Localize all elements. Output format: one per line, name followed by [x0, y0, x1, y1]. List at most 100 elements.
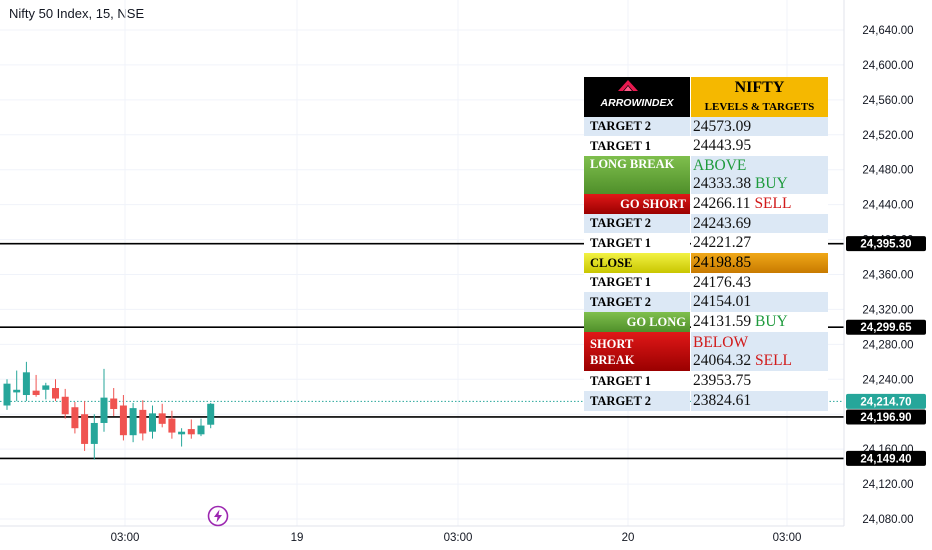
row-label: TARGET 2 — [584, 117, 690, 136]
row-tag: BUY — [755, 175, 788, 192]
row-label: TARGET 2 — [584, 391, 690, 411]
row-label: TARGET 1 — [584, 273, 690, 292]
row-value: 23953.75 — [691, 371, 828, 391]
svg-text:ARROWINDEX: ARROWINDEX — [600, 97, 675, 109]
row-value-number: 24266.11 — [693, 195, 751, 212]
candle-body — [61, 396, 69, 415]
y-tick-label: 24,280.00 — [862, 339, 913, 351]
row-value: 24154.01 — [691, 292, 828, 312]
row-label: TARGET 1 — [584, 371, 690, 391]
y-tick-label: 24,600.00 — [862, 60, 913, 72]
table-row: TARGET 1 24221.27 — [584, 233, 828, 253]
x-tick-label: 03:00 — [444, 532, 473, 544]
candle — [42, 382, 50, 400]
candle-body — [197, 425, 205, 435]
table-row: GO LONG 24131.59 BUY — [584, 312, 828, 332]
price-badge-bg — [846, 450, 926, 466]
chart-title: Nifty 50 Index, 15, NSE — [9, 6, 145, 21]
candle — [3, 379, 11, 410]
row-value: 24573.09 — [691, 117, 828, 136]
row-label: LONG BREAK — [584, 156, 690, 194]
candle-body — [110, 398, 118, 409]
price-badge-label: 24,214.70 — [860, 396, 911, 408]
y-tick-label: 24,640.00 — [862, 25, 913, 37]
table-row: LONG BREAK ABOVE 24333.38 BUY — [584, 156, 828, 194]
candle-body — [42, 385, 50, 390]
table-row: SHORT BREAK BELOW 24064.32 SELL — [584, 332, 828, 371]
candle — [52, 379, 59, 402]
price-badge: 24,214.70 — [846, 393, 926, 409]
table-row: TARGET 1 24176.43 — [584, 273, 828, 292]
candle-body — [207, 403, 215, 425]
price-badge-label: 24,196.90 — [860, 412, 911, 424]
table-header-row: ARROWINDEX NIFTY LEVELS & TARGETS — [584, 77, 828, 117]
row-label: TARGET 2 — [584, 214, 690, 233]
y-tick-label: 24,560.00 — [862, 95, 913, 107]
candle-body — [168, 418, 176, 433]
row-value: 24176.43 — [691, 273, 828, 292]
row-value-top: ABOVE — [693, 157, 747, 174]
row-label: CLOSE — [584, 253, 690, 273]
row-value: 24131.59 BUY — [691, 312, 828, 332]
table-row: GO SHORT 24266.11 SELL — [584, 194, 828, 214]
price-badge-label: 24,149.40 — [860, 453, 911, 465]
candle-body — [90, 422, 98, 444]
row-value: 24443.95 — [691, 136, 828, 156]
price-badge: 24,395.30 — [846, 236, 926, 252]
row-value-top: BELOW — [693, 333, 749, 351]
x-tick-label: 19 — [291, 532, 304, 544]
candle — [61, 388, 69, 419]
candle-body — [3, 383, 11, 406]
table-row: TARGET 2 24154.01 — [584, 292, 828, 312]
table-header-subtitle: LEVELS & TARGETS — [704, 101, 815, 113]
lightning-event-icon[interactable] — [207, 505, 229, 527]
y-tick-label: 24,080.00 — [862, 514, 913, 526]
y-tick-label: 24,480.00 — [862, 165, 913, 177]
row-label: SHORT BREAK — [584, 332, 690, 371]
price-badge-label: 24,299.65 — [860, 322, 912, 334]
row-value-number: 24064.32 — [693, 351, 752, 369]
row-value: ABOVE 24333.38 BUY — [691, 156, 828, 194]
candle — [119, 395, 127, 441]
table-header-title: NIFTY — [734, 79, 785, 96]
table-row: TARGET 2 24243.69 — [584, 214, 828, 233]
price-badge: 24,299.65 — [846, 319, 926, 335]
candle — [81, 401, 89, 451]
row-value: 24221.27 — [691, 233, 828, 253]
candle — [13, 370, 21, 402]
row-value: BELOW 24064.32 SELL — [691, 332, 828, 371]
row-label: TARGET 2 — [584, 292, 690, 312]
candle — [100, 368, 108, 432]
candle — [168, 410, 176, 439]
row-value: 24266.11 SELL — [691, 194, 828, 214]
candle-body — [187, 429, 195, 435]
row-value: 24243.69 — [691, 214, 828, 233]
row-tag: SELL — [755, 351, 793, 369]
candle — [197, 418, 205, 437]
candle-body — [158, 413, 166, 424]
price-badge-bg — [846, 393, 926, 409]
x-tick-label: 20 — [622, 532, 635, 544]
x-tick-label: 03:00 — [111, 532, 140, 544]
row-value: 23824.61 — [691, 391, 828, 411]
candle — [149, 405, 156, 439]
row-label: TARGET 1 — [584, 233, 690, 253]
candle — [187, 419, 195, 439]
price-badge-bg — [846, 319, 926, 335]
candle-body — [22, 372, 30, 396]
table-row: TARGET 2 23824.61 — [584, 391, 828, 411]
row-tag: BUY — [755, 313, 788, 330]
price-badge: 24,149.40 — [846, 450, 926, 466]
row-label: GO LONG — [584, 312, 690, 332]
candle-body — [71, 407, 79, 429]
table-row: TARGET 1 23953.75 — [584, 371, 828, 391]
row-label: GO SHORT — [584, 194, 690, 214]
candle-body — [149, 413, 156, 432]
candle — [90, 414, 98, 460]
levels-table: ARROWINDEX NIFTY LEVELS & TARGETS TARGET… — [584, 77, 828, 411]
y-tick-label: 24,520.00 — [862, 130, 913, 142]
candle — [71, 402, 79, 434]
candle-body — [139, 409, 147, 434]
candle — [178, 428, 186, 447]
row-value-number: 24131.59 — [693, 313, 752, 330]
